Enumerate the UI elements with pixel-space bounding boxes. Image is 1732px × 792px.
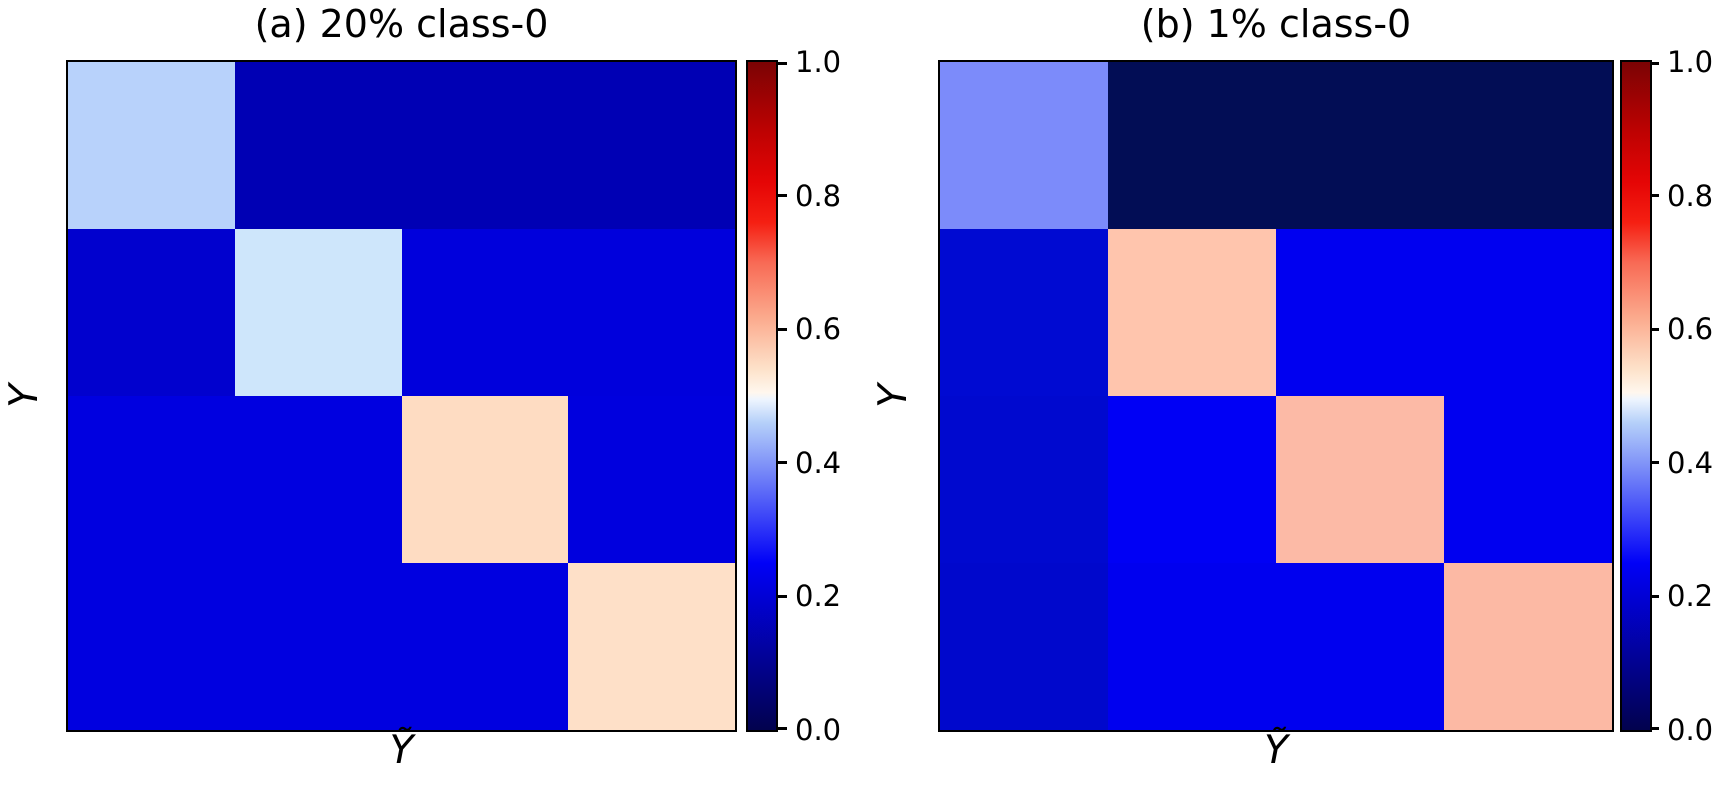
colorbar-a-ticks: 1.0 0.8 0.6 0.4 0.2 0.0 (778, 45, 898, 747)
colorbar-tick-mark (778, 727, 787, 730)
heatmap-cell (1444, 62, 1612, 229)
colorbar-tick-label: 0.4 (795, 445, 842, 480)
colorbar-b (1620, 60, 1652, 732)
colorbar-b-ticks: 1.0 0.8 0.6 0.4 0.2 0.0 (1650, 45, 1732, 747)
heatmap-cell (1108, 396, 1276, 563)
heatmap-cell (1108, 563, 1276, 730)
panel-a-title: (a) 20% class-0 (254, 2, 549, 46)
heatmap-cell (1444, 563, 1612, 730)
colorbar-tick-label: 0.2 (1667, 579, 1714, 614)
panel-a-xlabel: Ỹ (389, 728, 414, 773)
heatmap-cell (940, 62, 1108, 229)
colorbar-tick-mark (778, 327, 787, 331)
colorbar-tick-mark (1650, 62, 1659, 65)
colorbar-tick-label: 0.8 (1667, 178, 1714, 213)
heatmap-cell (1444, 229, 1612, 396)
panel-b-xlabel: Ỹ (1264, 728, 1288, 773)
colorbar-a (746, 60, 778, 732)
colorbar-tick-mark (1650, 461, 1659, 465)
colorbar-tick-label: 0.6 (1667, 312, 1714, 347)
colorbar-tick-label: 1.0 (1667, 45, 1714, 79)
colorbar-tick-mark (1650, 194, 1659, 198)
heatmap-b (938, 60, 1614, 732)
heatmap-cell (1276, 563, 1444, 730)
heatmap-a (66, 60, 737, 732)
colorbar-tick-mark (778, 194, 787, 198)
heatmap-cell (1108, 62, 1276, 229)
colorbar-tick-mark (1650, 594, 1659, 598)
heatmap-cell (234, 62, 402, 229)
heatmap-cell (1444, 396, 1612, 563)
heatmap-cell (1276, 396, 1444, 563)
colorbar-tick-mark (1650, 327, 1659, 331)
colorbar-tick-label: 0.4 (1667, 445, 1714, 480)
heatmap-cell (234, 396, 402, 563)
colorbar-tick-mark (778, 461, 787, 465)
heatmap-cell (568, 563, 735, 730)
panel-b-ylabel: Y (870, 384, 916, 408)
heatmap-cell (940, 396, 1108, 563)
heatmap-cell (940, 229, 1108, 396)
heatmap-cell (68, 396, 235, 563)
colorbar-tick-label: 0.6 (795, 312, 842, 347)
heatmap-cell (401, 229, 569, 396)
colorbar-tick-label: 0.2 (795, 579, 842, 614)
colorbar-tick-label: 0.0 (1667, 713, 1714, 747)
colorbar-tick-label: 1.0 (795, 45, 842, 79)
colorbar-tick-mark (778, 594, 787, 598)
heatmap-cell (1276, 229, 1444, 396)
panel-b-title: (b) 1% class-0 (1140, 2, 1412, 46)
heatmap-cell (234, 229, 402, 396)
colorbar-tick-label: 0.0 (795, 713, 842, 747)
heatmap-cell (568, 396, 735, 563)
heatmap-cell (940, 563, 1108, 730)
heatmap-cell (68, 62, 235, 229)
heatmap-cell (401, 563, 569, 730)
heatmap-cell (68, 563, 235, 730)
heatmap-cell (568, 229, 735, 396)
heatmap-cell (568, 62, 735, 229)
colorbar-tick-mark (778, 62, 787, 65)
heatmap-cell (234, 563, 402, 730)
heatmap-cell (401, 62, 569, 229)
colorbar-tick-mark (1650, 727, 1659, 730)
heatmap-cell (1108, 229, 1276, 396)
heatmap-cell (401, 396, 569, 563)
colorbar-tick-label: 0.8 (795, 178, 842, 213)
panel-a-ylabel: Y (1, 384, 47, 408)
heatmap-cell (68, 229, 235, 396)
heatmap-cell (1276, 62, 1444, 229)
